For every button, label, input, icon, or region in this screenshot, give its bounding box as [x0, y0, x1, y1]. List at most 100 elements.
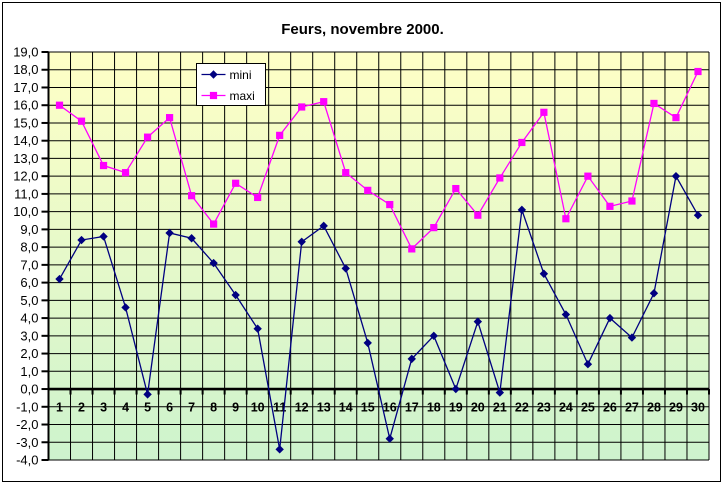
maxi-marker — [77, 117, 86, 125]
y-axis-label: 10,0 — [13, 204, 38, 219]
mini-marker — [209, 258, 218, 268]
mini-marker — [627, 333, 637, 342]
maxi-marker — [408, 245, 416, 253]
maxi-marker — [320, 98, 328, 106]
y-axis-label: 15,0 — [13, 115, 38, 130]
mini-marker — [517, 205, 527, 215]
y-axis-label: -1,0 — [16, 399, 38, 414]
maxi-marker — [143, 133, 152, 141]
mini-marker — [583, 360, 593, 369]
x-axis-label: 27 — [625, 400, 639, 414]
maxi-marker — [232, 179, 240, 187]
x-axis-label: 20 — [471, 400, 485, 414]
x-axis-label: 25 — [581, 400, 595, 414]
mini-marker — [187, 234, 196, 243]
maxi-marker — [584, 172, 592, 180]
y-axis-label: 6,0 — [20, 275, 38, 290]
x-axis-label: 23 — [537, 400, 551, 414]
x-axis-label: 10 — [251, 400, 265, 414]
y-axis-label: -4,0 — [16, 453, 38, 468]
x-axis-label: 8 — [210, 400, 217, 414]
maxi-marker — [694, 67, 702, 76]
y-axis-label: 2,0 — [20, 346, 38, 361]
legend-box — [196, 63, 266, 106]
mini-marker — [275, 445, 284, 454]
y-axis-label: 11,0 — [14, 186, 38, 201]
mini-marker — [143, 390, 152, 399]
mini-marker — [231, 290, 240, 300]
x-axis-label: 1 — [56, 400, 63, 414]
y-axis-label: 8,0 — [20, 240, 38, 255]
y-axis-label: 14,0 — [13, 133, 38, 148]
maxi-marker — [121, 169, 130, 177]
mini-marker — [451, 384, 461, 394]
x-axis-label: 24 — [559, 400, 573, 414]
maxi-marker — [518, 138, 526, 147]
mini-marker — [385, 434, 394, 443]
maxi-marker — [298, 103, 306, 111]
x-axis-label: 15 — [361, 400, 375, 414]
mini-marker — [561, 310, 571, 319]
y-axis-label: 1,0 — [20, 364, 38, 379]
mini-marker — [121, 303, 130, 312]
x-axis-label: 30 — [691, 400, 705, 414]
y-axis-label: 3,0 — [20, 328, 38, 343]
x-axis-label: 29 — [669, 400, 683, 414]
x-axis-label: 3 — [100, 400, 107, 414]
legend-mini-label: mini — [230, 68, 252, 82]
y-axis-label: 0,0 — [20, 382, 38, 397]
x-axis-label: 21 — [493, 400, 507, 414]
x-axis-label: 11 — [273, 400, 286, 414]
y-axis-label: 13,0 — [13, 151, 38, 166]
mini-marker — [297, 237, 306, 247]
y-axis-label: 7,0 — [20, 257, 38, 272]
x-axis-label: 22 — [515, 400, 529, 414]
maxi-marker — [254, 193, 262, 202]
maxi-marker — [386, 200, 394, 209]
legend-mini-marker — [209, 70, 218, 79]
x-axis-label: 5 — [144, 400, 151, 414]
mini-series-line — [58, 174, 699, 450]
mini-marker — [495, 388, 505, 397]
maxi-marker — [276, 131, 284, 139]
y-axis-label: -3,0 — [16, 435, 38, 450]
y-axis-label: 4,0 — [20, 311, 38, 326]
x-axis-label: 13 — [317, 400, 331, 414]
x-axis-label: 2 — [78, 400, 85, 414]
chart-title: Feurs, novembre 2000. — [281, 21, 444, 38]
mini-marker — [605, 313, 615, 323]
x-axis-label: 16 — [383, 400, 397, 414]
maxi-series-line — [59, 71, 699, 250]
maxi-marker — [628, 197, 636, 205]
mini-marker — [165, 228, 174, 238]
x-axis-label: 17 — [405, 400, 419, 414]
maxi-marker — [672, 114, 680, 122]
x-axis-label: 4 — [122, 400, 129, 414]
maxi-marker — [188, 192, 196, 200]
mini-marker — [99, 232, 108, 241]
x-axis-label: 6 — [166, 400, 173, 414]
maxi-marker — [210, 220, 218, 228]
mini-marker — [671, 171, 681, 181]
mini-marker — [341, 264, 350, 273]
y-axis-label: 19,0 — [13, 45, 38, 60]
maxi-marker — [55, 101, 64, 109]
y-axis-label: 5,0 — [20, 293, 38, 308]
mini-marker — [77, 235, 86, 245]
maxi-marker — [342, 169, 350, 177]
mini-marker — [539, 269, 549, 278]
maxi-marker — [474, 211, 482, 219]
x-axis-label: 28 — [647, 400, 661, 414]
maxi-marker — [165, 114, 174, 122]
maxi-marker — [99, 161, 108, 170]
mini-marker — [429, 331, 438, 341]
y-axis-label: 12,0 — [13, 169, 38, 184]
mini-marker — [253, 324, 262, 333]
maxi-marker — [650, 99, 658, 108]
maxi-marker — [540, 108, 548, 116]
x-axis-label: 7 — [188, 400, 195, 414]
y-axis-label: 16,0 — [13, 98, 38, 113]
x-axis-label: 12 — [295, 400, 309, 414]
x-axis-label: 18 — [427, 400, 441, 414]
